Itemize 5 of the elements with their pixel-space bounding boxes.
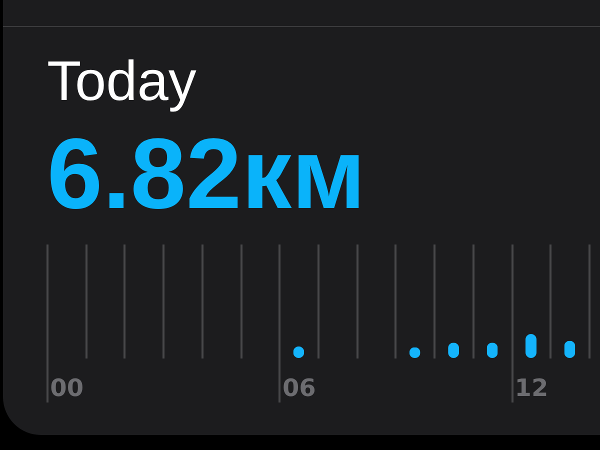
x-tick-label: 12 (514, 374, 548, 402)
x-tick-label: 06 (282, 374, 316, 402)
chart-subtitle: 6.82км (47, 118, 366, 230)
x-tick-label: 00 (50, 374, 84, 402)
chart-title: Today (47, 49, 196, 112)
